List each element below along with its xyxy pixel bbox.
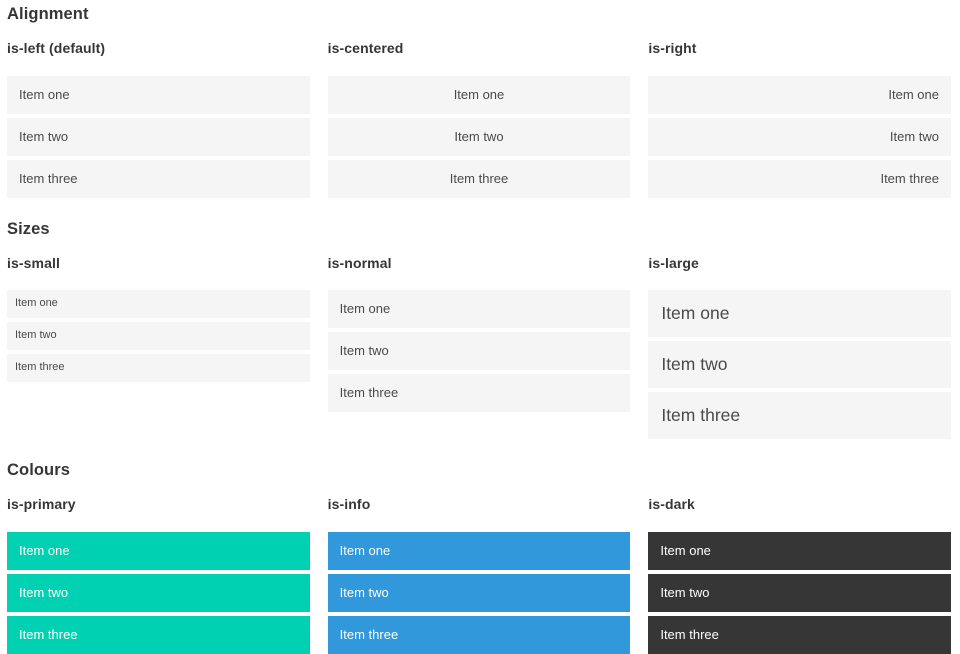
group-label: is-info <box>327 496 371 513</box>
section-colours: Colours is-primary Item one Item two Ite… <box>7 461 951 654</box>
list-is-normal: Item one Item two Item three <box>327 290 631 413</box>
list-item[interactable]: Item three <box>7 354 310 383</box>
list-item[interactable]: Item three <box>7 159 310 198</box>
section-alignment: Alignment is-left (default) Item one Ite… <box>7 5 951 198</box>
group-label: is-primary <box>7 496 76 513</box>
list-item[interactable]: Item one <box>648 75 951 114</box>
list-item[interactable]: Item two <box>327 117 631 156</box>
list-item[interactable]: Item two <box>7 322 310 351</box>
list-item[interactable]: Item three <box>648 159 951 198</box>
list-item[interactable]: Item three <box>327 615 631 654</box>
list-item[interactable]: Item two <box>327 332 631 371</box>
list-item[interactable]: Item one <box>327 75 631 114</box>
list-item[interactable]: Item two <box>648 573 951 612</box>
group-is-centered: is-centered Item one Item two Item three <box>327 40 631 198</box>
group-is-left: is-left (default) Item one Item two Item… <box>7 40 310 198</box>
group-is-primary: is-primary Item one Item two Item three <box>7 496 310 654</box>
list-is-info: Item one Item two Item three <box>327 531 631 654</box>
list-item[interactable]: Item one <box>7 75 310 114</box>
list-item[interactable]: Item three <box>7 615 310 654</box>
list-is-small: Item one Item two Item three <box>7 290 310 383</box>
list-item[interactable]: Item three <box>648 615 951 654</box>
group-is-info: is-info Item one Item two Item three <box>327 496 631 654</box>
group-label: is-right <box>648 40 697 57</box>
list-is-right: Item one Item two Item three <box>648 75 951 198</box>
list-is-large: Item one Item two Item three <box>648 290 951 440</box>
group-label: is-left (default) <box>7 40 106 57</box>
group-label: is-centered <box>327 40 404 57</box>
alignment-row: is-left (default) Item one Item two Item… <box>7 40 951 198</box>
list-item[interactable]: Item one <box>648 290 951 338</box>
group-is-normal: is-normal Item one Item two Item three <box>327 254 631 413</box>
list-item[interactable]: Item one <box>7 531 310 570</box>
colours-row: is-primary Item one Item two Item three … <box>7 496 951 654</box>
section-title: Colours <box>7 461 71 480</box>
list-item[interactable]: Item three <box>327 374 631 413</box>
list-is-dark: Item one Item two Item three <box>648 531 951 654</box>
list-item[interactable]: Item three <box>327 159 631 198</box>
list-item[interactable]: Item two <box>648 341 951 389</box>
list-item[interactable]: Item two <box>327 573 631 612</box>
group-is-right: is-right Item one Item two Item three <box>648 40 951 198</box>
list-item[interactable]: Item two <box>7 573 310 612</box>
list-item[interactable]: Item two <box>7 117 310 156</box>
group-label: is-dark <box>648 496 695 513</box>
group-is-dark: is-dark Item one Item two Item three <box>648 496 951 654</box>
list-item[interactable]: Item two <box>648 117 951 156</box>
list-item[interactable]: Item one <box>7 290 310 319</box>
list-item[interactable]: Item one <box>327 290 631 329</box>
group-is-small: is-small Item one Item two Item three <box>7 254 310 383</box>
list-is-left: Item one Item two Item three <box>7 75 310 198</box>
group-label: is-large <box>648 254 699 271</box>
group-is-large: is-large Item one Item two Item three <box>648 254 951 440</box>
group-label: is-normal <box>327 254 392 271</box>
sizes-row: is-small Item one Item two Item three is… <box>7 254 951 440</box>
section-title: Sizes <box>7 219 50 238</box>
list-item[interactable]: Item one <box>327 531 631 570</box>
section-sizes: Sizes is-small Item one Item two Item th… <box>7 220 951 440</box>
list-is-primary: Item one Item two Item three <box>7 531 310 654</box>
section-title: Alignment <box>7 5 89 23</box>
list-is-centered: Item one Item two Item three <box>327 75 631 198</box>
list-item[interactable]: Item one <box>648 531 951 570</box>
group-label: is-small <box>7 254 60 271</box>
list-item[interactable]: Item three <box>648 392 951 440</box>
